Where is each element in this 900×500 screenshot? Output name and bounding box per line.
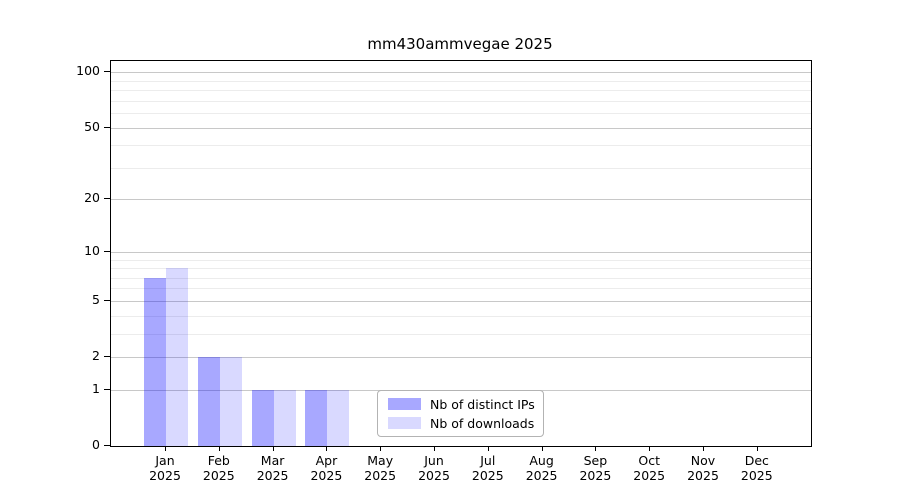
- y-tick-mark: [104, 71, 110, 73]
- legend-swatch-distinct-ips: [388, 398, 421, 410]
- gridline-major: [111, 72, 811, 74]
- x-tick-year: 2025: [149, 468, 181, 483]
- x-tick-mark: [272, 446, 274, 451]
- x-tick-mark: [703, 446, 704, 451]
- x-tick-label: Mar 2025: [238, 453, 308, 483]
- x-tick-year: 2025: [418, 468, 450, 483]
- x-tick-mark: [380, 446, 382, 451]
- y-tick-label: 2: [92, 348, 100, 363]
- gridline-major: [111, 127, 811, 129]
- x-tick-label: Sep 2025: [560, 453, 630, 483]
- gridline-major: [111, 251, 811, 253]
- x-tick-year: 2025: [471, 468, 504, 483]
- bar-distinct-ips: [251, 389, 274, 446]
- legend-item-downloads: Nb of downloads: [388, 415, 535, 431]
- x-tick-mark: [326, 446, 328, 451]
- x-tick-mark: [434, 446, 435, 451]
- bar-downloads: [166, 268, 188, 446]
- gridline-minor: [111, 113, 811, 115]
- x-tick-year: 2025: [310, 468, 343, 483]
- gridline-minor: [111, 288, 811, 290]
- x-tick-label: Apr 2025: [291, 453, 361, 483]
- gridline-major: [111, 300, 811, 302]
- x-tick-year: 2025: [364, 468, 397, 483]
- x-tick-label: Oct 2025: [614, 453, 684, 483]
- y-tick-mark: [104, 356, 110, 357]
- y-tick-label: 0: [92, 437, 100, 452]
- chart-title: mm430ammvegae 2025: [367, 35, 553, 53]
- gridline-major: [111, 199, 811, 201]
- x-tick-year: 2025: [633, 468, 666, 483]
- x-tick-mark: [218, 446, 220, 451]
- x-tick-year: 2025: [202, 468, 235, 483]
- y-tick-mark: [104, 198, 110, 200]
- gridline-minor: [111, 100, 811, 102]
- y-tick-mark: [104, 388, 110, 390]
- x-tick-mark: [541, 446, 543, 451]
- x-tick-label: Jul 2025: [453, 453, 523, 483]
- x-tick-year: 2025: [687, 468, 719, 483]
- y-tick-label: 100: [76, 63, 100, 79]
- legend-swatch-downloads: [388, 417, 421, 429]
- y-tick-mark: [104, 250, 110, 252]
- x-tick-label: May 2025: [345, 453, 415, 483]
- x-tick-mark: [165, 446, 166, 451]
- bar-downloads: [273, 389, 296, 446]
- legend-item-distinct-ips: Nb of distinct IPs: [388, 396, 535, 412]
- legend: Nb of distinct IPs Nb of downloads: [377, 390, 544, 437]
- y-tick-label: 1: [92, 380, 100, 396]
- x-tick-label: Feb 2025: [184, 453, 254, 483]
- x-tick-mark: [487, 446, 489, 451]
- y-tick-mark: [104, 126, 110, 128]
- y-tick-label: 50: [84, 118, 100, 134]
- gridline-minor: [111, 333, 811, 335]
- x-tick-label: Jun 2025: [399, 453, 469, 483]
- x-tick-mark: [595, 446, 597, 451]
- x-tick-label: Jan 2025: [130, 453, 200, 483]
- x-tick-year: 2025: [579, 468, 612, 483]
- legend-label-downloads: Nb of downloads: [430, 415, 535, 431]
- x-tick-label: Aug 2025: [507, 453, 577, 483]
- x-tick-label: Dec 2025: [722, 453, 792, 483]
- x-tick-mark: [649, 446, 651, 451]
- gridline-minor: [111, 167, 811, 169]
- x-tick-year: 2025: [256, 468, 289, 483]
- x-tick-year: 2025: [740, 468, 773, 483]
- y-tick-mark: [104, 299, 110, 301]
- gridline-minor: [111, 277, 811, 279]
- gridline-minor: [111, 90, 811, 92]
- x-tick-mark: [756, 446, 758, 451]
- y-tick-label: 5: [92, 291, 100, 307]
- bar-distinct-ips: [197, 357, 220, 446]
- bar-downloads: [327, 389, 350, 446]
- bar-downloads: [219, 357, 242, 446]
- bar-distinct-ips: [305, 389, 328, 446]
- plot-area: [110, 60, 812, 447]
- legend-label-distinct-ips: Nb of distinct IPs: [430, 396, 535, 412]
- y-tick-label: 20: [84, 190, 100, 206]
- gridline-minor: [111, 315, 811, 317]
- gridline-minor: [111, 145, 811, 147]
- gridline-minor: [111, 268, 811, 269]
- x-tick-year: 2025: [525, 468, 558, 483]
- gridline-minor: [111, 80, 811, 82]
- y-tick-label: 10: [84, 242, 100, 258]
- y-tick-mark: [104, 445, 110, 446]
- x-tick-label: Nov 2025: [668, 453, 738, 483]
- gridline-major: [111, 357, 811, 358]
- bar-distinct-ips: [144, 277, 166, 446]
- gridline-minor: [111, 259, 811, 261]
